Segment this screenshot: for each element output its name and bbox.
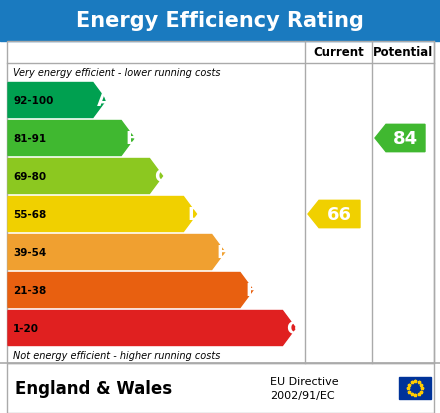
Text: 21-38: 21-38 xyxy=(13,285,46,295)
Text: England & Wales: England & Wales xyxy=(15,379,172,397)
Text: 55-68: 55-68 xyxy=(13,209,46,219)
Text: 81-91: 81-91 xyxy=(13,134,46,144)
Bar xyxy=(399,377,431,399)
Text: Energy Efficiency Rating: Energy Efficiency Rating xyxy=(76,11,364,31)
Bar xyxy=(7,363,434,413)
Text: 84: 84 xyxy=(393,130,418,147)
Text: Not energy efficient - higher running costs: Not energy efficient - higher running co… xyxy=(13,350,220,360)
Polygon shape xyxy=(8,235,225,270)
Polygon shape xyxy=(8,273,253,308)
Polygon shape xyxy=(8,311,296,346)
Bar xyxy=(0,0,440,42)
Text: Very energy efficient - lower running costs: Very energy efficient - lower running co… xyxy=(13,68,220,78)
Polygon shape xyxy=(308,201,360,228)
Text: 69-80: 69-80 xyxy=(13,171,46,182)
Text: 66: 66 xyxy=(327,206,352,223)
Text: C: C xyxy=(154,168,167,185)
Text: B: B xyxy=(125,130,139,147)
Text: 39-54: 39-54 xyxy=(13,247,46,257)
Text: A: A xyxy=(97,92,111,110)
Text: 2002/91/EC: 2002/91/EC xyxy=(270,390,335,400)
Text: 92-100: 92-100 xyxy=(13,96,53,106)
Polygon shape xyxy=(375,125,425,152)
Bar xyxy=(7,42,434,363)
Text: F: F xyxy=(245,281,257,299)
Polygon shape xyxy=(8,197,196,232)
Text: Potential: Potential xyxy=(373,46,433,59)
Text: Current: Current xyxy=(313,46,364,59)
Text: D: D xyxy=(187,206,202,223)
Text: E: E xyxy=(216,243,229,261)
Polygon shape xyxy=(8,159,162,194)
Polygon shape xyxy=(8,121,134,156)
Text: EU Directive: EU Directive xyxy=(270,376,339,386)
Polygon shape xyxy=(8,83,106,118)
Text: 1-20: 1-20 xyxy=(13,323,39,333)
Text: G: G xyxy=(286,319,301,337)
